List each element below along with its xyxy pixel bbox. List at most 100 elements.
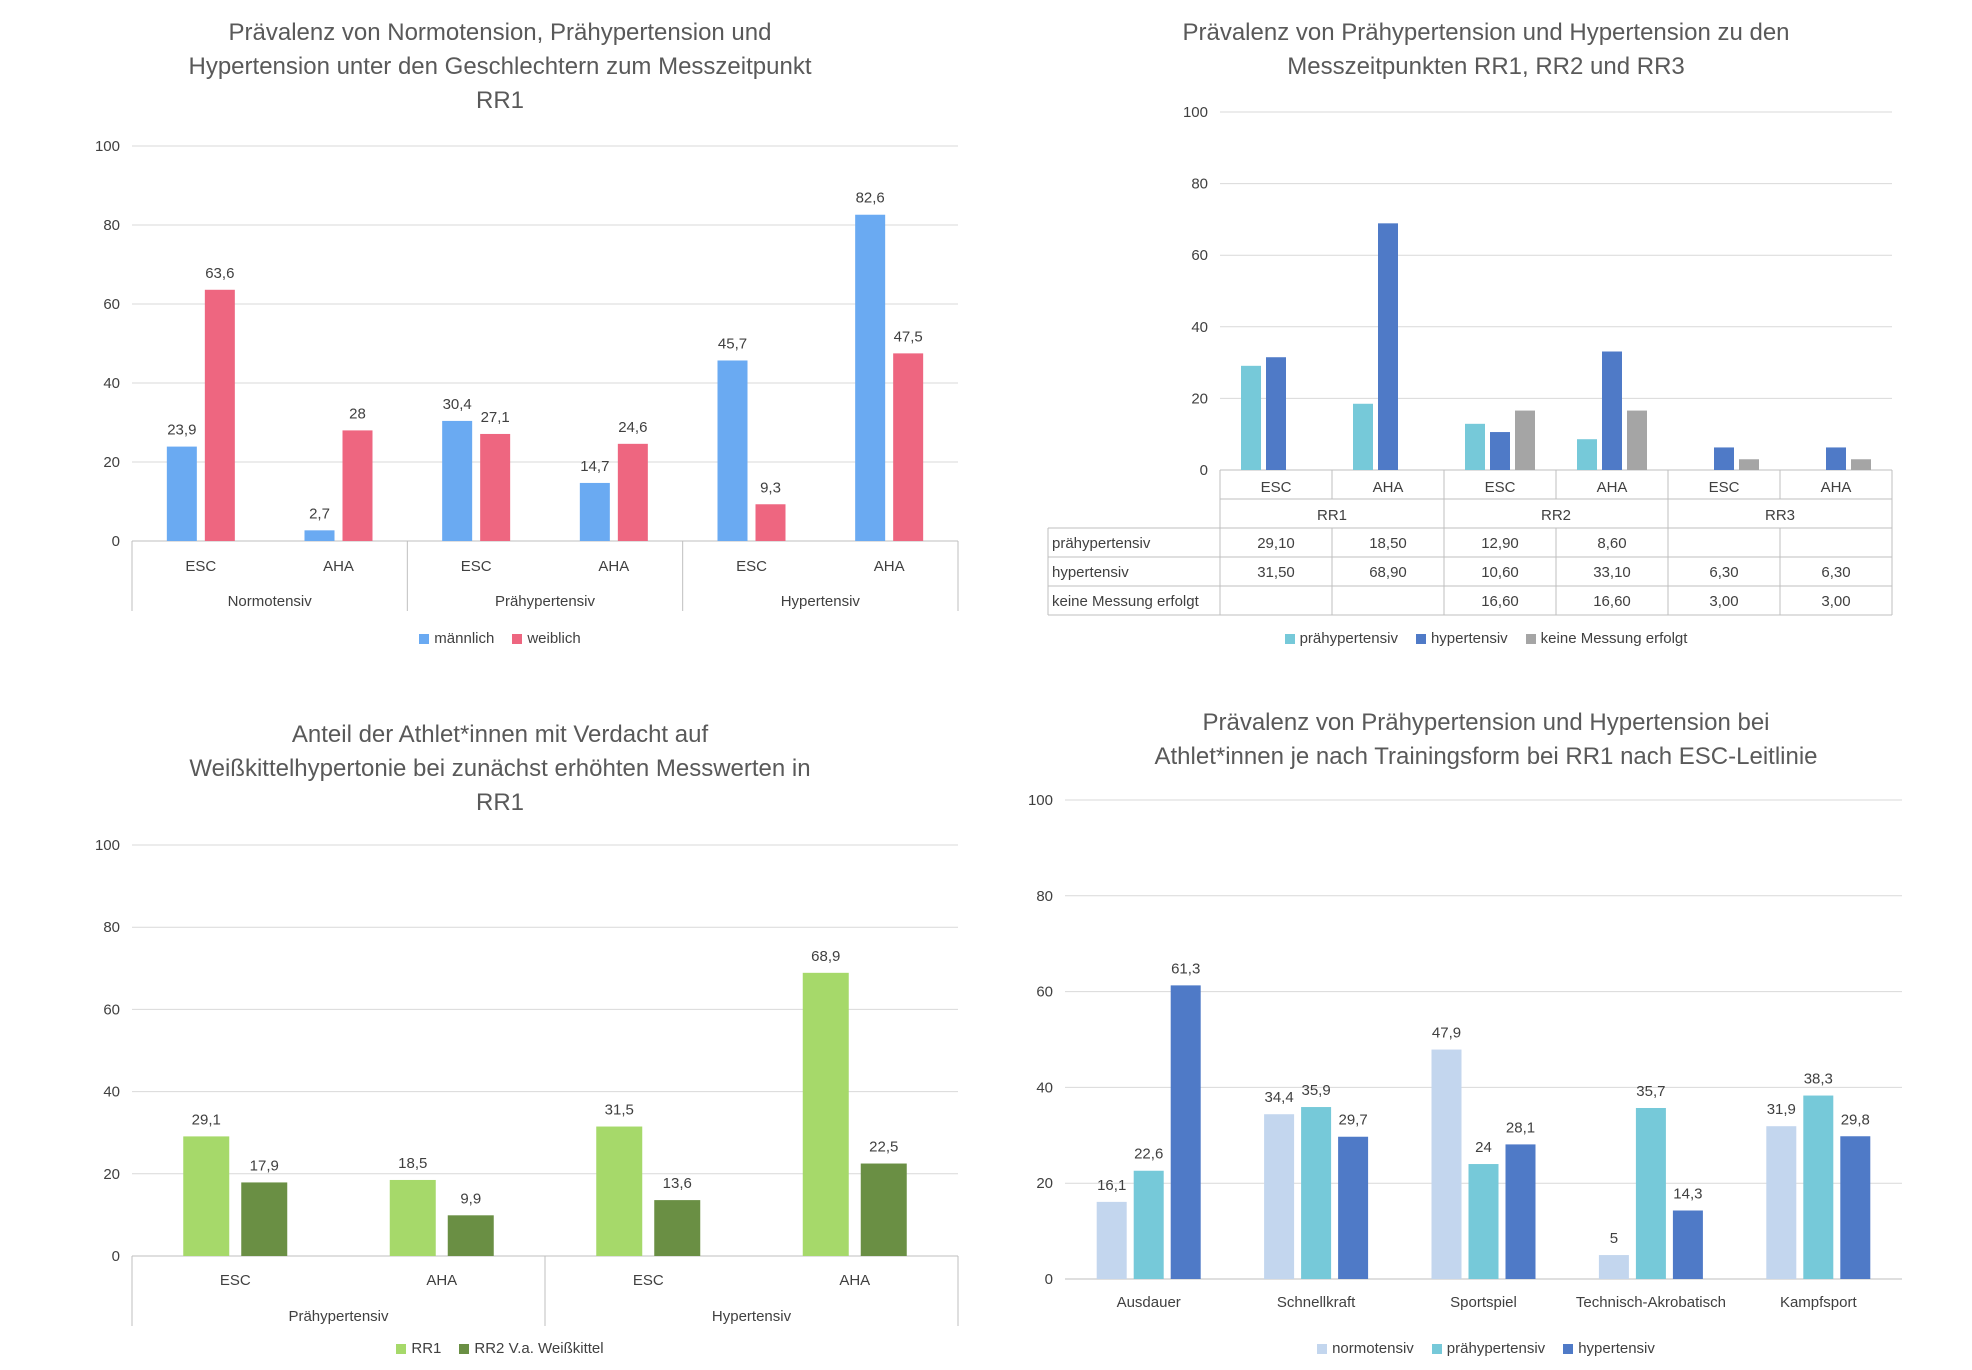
table-cell: 12,90 bbox=[1481, 535, 1519, 552]
table-cell: 6,30 bbox=[1821, 564, 1850, 581]
y-tick-label: 100 bbox=[1028, 792, 1053, 809]
table-cell: 16,60 bbox=[1481, 593, 1519, 610]
data-label: 17,9 bbox=[250, 1157, 279, 1174]
bar bbox=[166, 446, 197, 541]
legend-item: hypertensiv bbox=[1415, 630, 1508, 647]
y-tick-label: 20 bbox=[103, 1166, 120, 1183]
legend-swatch bbox=[1284, 633, 1295, 644]
y-tick-label: 60 bbox=[1036, 984, 1053, 1001]
chart-legend: RR1 RR2 V.a. Weißkittel bbox=[0, 1340, 1000, 1357]
x-tick-label: Sportspiel bbox=[1450, 1294, 1517, 1311]
bar bbox=[1301, 1107, 1332, 1279]
bar bbox=[1635, 1107, 1666, 1279]
bar bbox=[596, 1126, 643, 1256]
x-tick-label: AHA bbox=[1597, 479, 1628, 496]
bar bbox=[1266, 357, 1286, 470]
legend-swatch bbox=[1525, 633, 1536, 644]
bar bbox=[1431, 1049, 1462, 1279]
group-label: RR1 bbox=[1317, 507, 1347, 524]
x-tick-label: ESC bbox=[736, 558, 767, 575]
data-label: 35,7 bbox=[1636, 1083, 1665, 1100]
bar bbox=[579, 482, 610, 541]
legend-item: keine Messung erfolgt bbox=[1525, 630, 1688, 647]
legend-swatch bbox=[1431, 1343, 1442, 1354]
bar bbox=[1353, 403, 1373, 470]
bar bbox=[442, 420, 473, 541]
legend-item: prähypertensiv bbox=[1284, 630, 1398, 647]
bar bbox=[1840, 1136, 1871, 1279]
y-tick-label: 100 bbox=[95, 837, 120, 854]
bar bbox=[1338, 1136, 1369, 1279]
bar bbox=[1851, 459, 1871, 470]
data-label: 45,7 bbox=[718, 335, 747, 352]
x-tick-label: Ausdauer bbox=[1117, 1294, 1181, 1311]
table-cell: 8,60 bbox=[1597, 535, 1626, 552]
bar bbox=[241, 1182, 288, 1256]
table-row-label: hypertensiv bbox=[1052, 564, 1129, 581]
bar bbox=[893, 353, 924, 541]
chart-title: Anteil der Athlet*innen mit Verdacht auf… bbox=[189, 721, 811, 816]
legend-label: keine Messung erfolgt bbox=[1540, 630, 1688, 647]
data-label: 13,6 bbox=[663, 1175, 692, 1192]
bar bbox=[1264, 1114, 1295, 1279]
x-tick-label: ESC bbox=[220, 1272, 251, 1289]
data-label: 2,7 bbox=[309, 505, 330, 522]
table-row-label: prähypertensiv bbox=[1052, 535, 1151, 552]
data-label: 29,1 bbox=[192, 1111, 221, 1128]
data-label: 14,7 bbox=[580, 458, 609, 475]
data-label: 35,9 bbox=[1301, 1082, 1330, 1099]
y-tick-label: 40 bbox=[103, 375, 120, 392]
legend-label: normotensiv bbox=[1332, 1340, 1414, 1357]
legend-item: prähypertensiv bbox=[1431, 1340, 1545, 1357]
chart-plot: 0 20 40 60 80 100 ESC AHA ESC AHA ESC AHA RR1 RR2 RR3 p… bbox=[1047, 104, 1893, 616]
legend-swatch bbox=[1563, 1343, 1574, 1354]
group-label: RR3 bbox=[1765, 507, 1795, 524]
bar bbox=[447, 1215, 494, 1256]
chart-timepoints-prevalence: Prävalenz von Prähypertension und Hypert… bbox=[1000, 0, 1972, 670]
x-tick-label: ESC bbox=[1709, 479, 1740, 496]
bar bbox=[1468, 1164, 1499, 1279]
x-tick-label: AHA bbox=[323, 558, 354, 575]
data-label: 47,5 bbox=[894, 328, 923, 345]
x-tick-label: Schnellkraft bbox=[1277, 1294, 1356, 1311]
bar bbox=[304, 530, 335, 541]
legend-item: hypertensiv bbox=[1563, 1340, 1655, 1357]
y-tick-label: 60 bbox=[1191, 247, 1208, 264]
y-tick-label: 40 bbox=[1036, 1079, 1053, 1096]
data-label: 30,4 bbox=[443, 396, 472, 413]
y-tick-label: 80 bbox=[1191, 176, 1208, 193]
bar bbox=[1096, 1201, 1127, 1279]
chart-whitecoat: Anteil der Athlet*innen mit Verdacht auf… bbox=[0, 700, 1000, 1370]
y-tick-label: 60 bbox=[103, 1001, 120, 1018]
legend-item: männlich bbox=[419, 630, 494, 647]
bar bbox=[1826, 447, 1846, 470]
bar bbox=[1672, 1210, 1703, 1279]
y-tick-label: 20 bbox=[103, 454, 120, 471]
legend-label: prähypertensiv bbox=[1299, 630, 1398, 647]
bar bbox=[1490, 432, 1510, 470]
x-tick-label: AHA bbox=[426, 1272, 457, 1289]
y-tick-label: 80 bbox=[103, 217, 120, 234]
x-tick-label: AHA bbox=[874, 558, 905, 575]
table-cell: 33,10 bbox=[1593, 564, 1631, 581]
data-label: 38,3 bbox=[1804, 1071, 1833, 1088]
bar bbox=[1602, 351, 1622, 470]
bar bbox=[1465, 423, 1485, 470]
data-label: 23,9 bbox=[167, 422, 196, 439]
y-tick-label: 40 bbox=[1191, 319, 1208, 336]
chart-gender-prevalence: Prävalenz von Normotension, Prähypertens… bbox=[0, 0, 1000, 670]
y-tick-label: 0 bbox=[112, 1248, 120, 1265]
legend-label: weiblich bbox=[527, 630, 581, 647]
legend-item: weiblich bbox=[512, 630, 581, 647]
y-tick-label: 20 bbox=[1036, 1175, 1053, 1192]
group-label: Hypertensiv bbox=[781, 593, 861, 610]
bar bbox=[342, 430, 373, 541]
y-tick-label: 100 bbox=[95, 138, 120, 155]
data-label: 22,6 bbox=[1134, 1146, 1163, 1163]
group-label: RR2 bbox=[1541, 507, 1571, 524]
table-row-label: keine Messung erfolgt bbox=[1052, 593, 1200, 610]
data-label: 24,6 bbox=[618, 419, 647, 436]
x-tick-label: ESC bbox=[185, 558, 216, 575]
table-cell: 68,90 bbox=[1369, 564, 1407, 581]
legend-item: RR2 V.a. Weißkittel bbox=[459, 1340, 604, 1357]
